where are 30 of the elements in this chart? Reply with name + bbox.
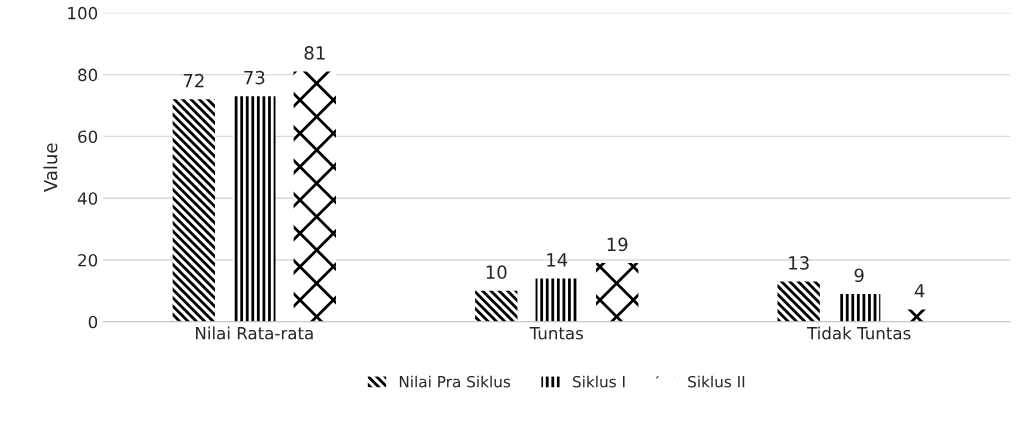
y-tick-label: 100 — [68, 6, 98, 20]
data-label: 4 — [914, 284, 925, 298]
data-label: 14 — [547, 253, 568, 267]
legend-label: Siklus II — [688, 375, 745, 388]
bar — [777, 281, 820, 322]
bar — [172, 99, 215, 322]
bar — [293, 71, 336, 322]
y-tick-label: 20 — [78, 253, 98, 267]
data-label: 13 — [789, 256, 809, 270]
x-tick-label: Tidak Tuntas — [806, 326, 911, 340]
bar — [475, 290, 518, 322]
data-label: 10 — [486, 265, 507, 280]
legend-label: Siklus I — [572, 375, 625, 388]
legend-label: Nilai Pra Siklus — [399, 375, 511, 388]
y-tick-label: 0 — [88, 315, 98, 329]
data-label: 73 — [244, 70, 265, 85]
data-label: 9 — [854, 268, 864, 283]
y-tick-label: 60 — [78, 130, 98, 143]
bar — [596, 263, 639, 322]
x-tick-label: Tuntas — [529, 327, 584, 340]
y-tick-label: 40 — [77, 192, 98, 205]
bar — [233, 96, 276, 322]
y-tick-label: 80 — [78, 68, 98, 82]
data-label: 19 — [607, 237, 628, 252]
x-tick-label: Nilai Rata-rata — [196, 326, 313, 340]
data-label: 81 — [304, 46, 325, 60]
bar — [535, 278, 578, 322]
y-axis-title: Value — [43, 143, 58, 192]
bar — [838, 293, 881, 322]
data-label: 72 — [183, 73, 204, 88]
